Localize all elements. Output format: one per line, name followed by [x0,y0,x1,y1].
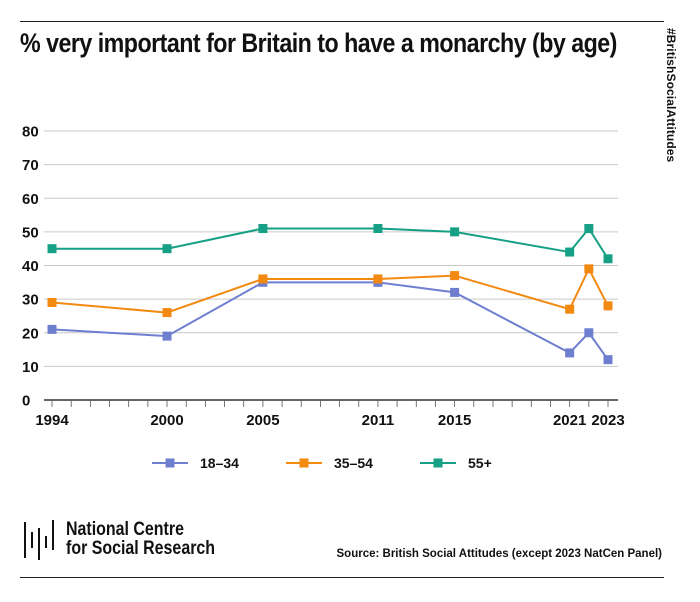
data-point [373,274,383,284]
data-point [584,328,594,338]
data-point [584,224,594,234]
y-tick-label: 80 [22,124,39,141]
data-point [603,355,613,365]
y-tick-label: 50 [22,224,39,241]
data-point [162,244,172,254]
y-tick-label: 60 [22,191,39,208]
y-tick-label: 0 [22,393,30,410]
logo-line-2: for Social Research [66,538,216,559]
x-tick-label: 2005 [246,412,279,429]
data-point [565,304,575,314]
series-line [51,266,609,314]
data-point [565,348,575,358]
data-point [47,244,57,254]
legend-label: 35–54 [334,455,373,471]
top-rule [20,21,664,22]
legend-marker [299,458,309,468]
hashtag-label: #BritishSocialAttitudes [664,28,678,163]
x-tick-label: 2011 [362,412,395,429]
natcen-logo: National Centre for Social Research [22,518,243,560]
data-point [603,254,613,264]
series-line [52,226,609,260]
data-point [373,224,383,234]
data-point [603,301,613,311]
x-tick-label: 2000 [150,412,183,429]
data-point [565,247,575,257]
data-point [584,264,594,274]
x-tick-label: 2021 [553,412,586,429]
data-point [450,287,460,297]
bottom-rule [20,577,664,578]
y-tick-label: 20 [22,325,39,342]
data-point [47,324,57,334]
data-point [162,308,172,318]
series-line [51,281,609,361]
data-point [450,227,460,237]
data-point [162,331,172,341]
chart-title: % very important for Britain to have a m… [20,28,617,58]
legend-label: 18–34 [200,455,239,471]
data-point [47,297,57,307]
logo-bars-icon [22,518,62,560]
source-note: Source: British Social Attitudes (except… [336,548,663,560]
legend-marker [433,458,443,468]
y-tick-label: 10 [22,359,39,376]
data-point [450,271,460,281]
y-tick-label: 30 [22,292,39,309]
data-point [258,224,268,234]
legend-label: 55+ [468,455,492,471]
x-tick-label: 1994 [35,412,69,429]
y-tick-label: 40 [22,258,39,275]
y-tick-label: 70 [22,157,39,174]
logo-line-1: National Centre [66,519,184,540]
x-tick-label: 2015 [438,412,471,429]
data-point [258,274,268,284]
legend-marker [165,458,175,468]
logo-text: National Centre for Social Research [66,520,215,558]
x-tick-label: 2023 [591,412,624,429]
